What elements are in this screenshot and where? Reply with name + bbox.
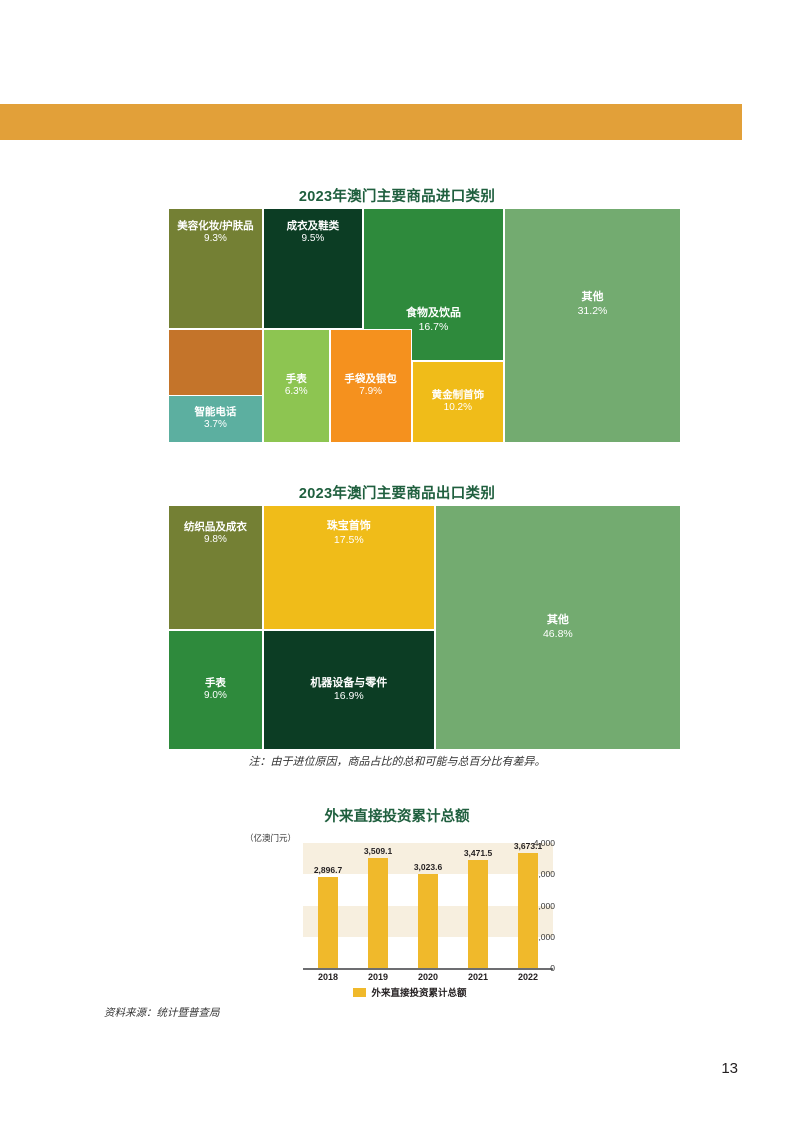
treemap-tile-label: 黄金制首饰 [431,389,485,402]
bar-value-label: 3,023.6 [413,861,443,872]
bar-value-label: 2,896.7 [313,865,343,876]
y-axis-tick-label: 1,000 [533,931,555,942]
x-axis-tick-label: 2022 [517,972,539,982]
bar-value-label: 3,673.1 [513,841,543,852]
header-band [0,104,742,140]
treemap-tile-value: 9.5% [301,233,325,245]
treemap-tile-value: 17.5% [333,533,364,546]
treemap-tile: 手表 9.0% [168,629,263,750]
export-treemap-title: 2023年澳门主要商品出口类别 [298,486,496,502]
treemap-tile-value: 9.0% [204,690,227,702]
treemap-tile: 珠宝首饰 17.5% [262,505,435,630]
x-axis-tick-label: 2018 [317,972,339,982]
treemap-tile-label: 手表 [285,373,307,386]
treemap-tile-value: 16.7% [418,320,449,333]
bar-value-label: 3,471.5 [463,847,493,858]
bar-chart: 4,000 3,000 2,000 1,000 0 2,896.7 2018 3,509.1 2… [245,838,555,982]
x-axis-tick-label: 2020 [417,972,439,982]
treemap-tile-value: 31.2% [577,304,608,317]
treemap-tile-label: 手袋及银包 [344,373,397,386]
treemap-tile-label: 食物及饮品 [405,306,461,319]
treemap-tile-label: 纺织品及成衣 [183,521,247,534]
bar [318,877,338,968]
treemap-note: 注：由于进位原因，商品占比的总和可能与总百分比有差异。 [248,756,546,768]
import-treemap: 美容化妆/护肤品9.3%成衣及鞋类9.5%食物及饮品16.7%其他31.2%燃料… [168,208,681,443]
bar [468,859,488,968]
legend-label: 外来直接投资累计总额 [371,988,467,999]
bar-value-label: 3,509.1 [363,846,393,857]
export-treemap: 纺织品及成衣 9.8% 珠宝首饰 17.5% 其他 46.8% 手表 9.0% 机器设备与零件 1… [168,505,681,750]
treemap-tile-label: 美容化妆/护肤品 [177,220,254,233]
y-axis-tick-label: 2,000 [533,900,555,911]
treemap-tile-label: 手表 [204,677,226,690]
treemap-tile: 其他 31.2% [504,208,681,443]
bar-chart-unit-label: （亿澳门元） [245,833,297,843]
source-note: 资料来源：统计暨普查局 [104,1008,220,1019]
treemap-tile: 纺织品及成衣 9.8% [168,505,263,630]
treemap-tile-label: 其他 [581,291,604,304]
treemap-tile: 美容化妆/护肤品 9.3% [168,208,263,330]
treemap-tile: 其他 46.8% [434,505,681,750]
treemap-tile: 手袋及银包 7.9% [329,329,412,443]
bar [418,873,438,968]
treemap-tile: 成衣及鞋类 9.5% [262,208,363,330]
treemap-tile-value: 6.3% [284,386,308,398]
page-number: 13 [721,1060,738,1077]
treemap-tile: 智能电话 3.7% [168,394,263,443]
y-axis-tick-label: 4,000 [533,838,555,848]
treemap-tile-label: 其他 [546,614,569,627]
y-axis-tick-label: 3,000 [533,869,555,880]
treemap-tile-value: 16.9% [333,690,364,703]
treemap-tile-label: 智能电话 [194,406,237,419]
treemap-tile-value: 9.8% [204,534,227,546]
bar [368,858,388,968]
treemap-tile-value: 10.2% [443,402,473,414]
treemap-tile-value: 5.1% [204,329,227,330]
treemap-tile-value: 3.7% [204,419,227,431]
x-axis-tick-label: 2021 [467,972,489,982]
treemap-tile-label: 珠宝首饰 [326,519,371,532]
treemap-tile-value: 7.9% [359,386,383,398]
x-axis-tick-label: 2019 [367,972,389,982]
treemap-tile-value: 46.8% [542,627,573,640]
treemap-tile-value: 9.3% [204,233,227,245]
treemap-tile-label: 机器设备与零件 [310,676,388,689]
bar-chart-title: 外来直接投资累计总额 [324,809,470,825]
y-axis-tick-label: 0 [550,963,555,973]
bar [518,853,538,968]
x-axis-line [303,968,553,970]
treemap-tile-label: 成衣及鞋类 [286,220,340,233]
bar-chart-legend: 外来直接投资累计总额 [245,985,575,999]
treemap-tile: 机器设备与零件 16.9% [262,629,435,750]
treemap-tile: 手表 6.3% [262,329,330,443]
plot-band-upper [303,843,553,875]
treemap-tile: 黄金制首饰 10.2% [411,360,504,443]
import-treemap-title: 2023年澳门主要商品进口类别 [298,189,496,205]
legend-swatch [353,987,367,997]
